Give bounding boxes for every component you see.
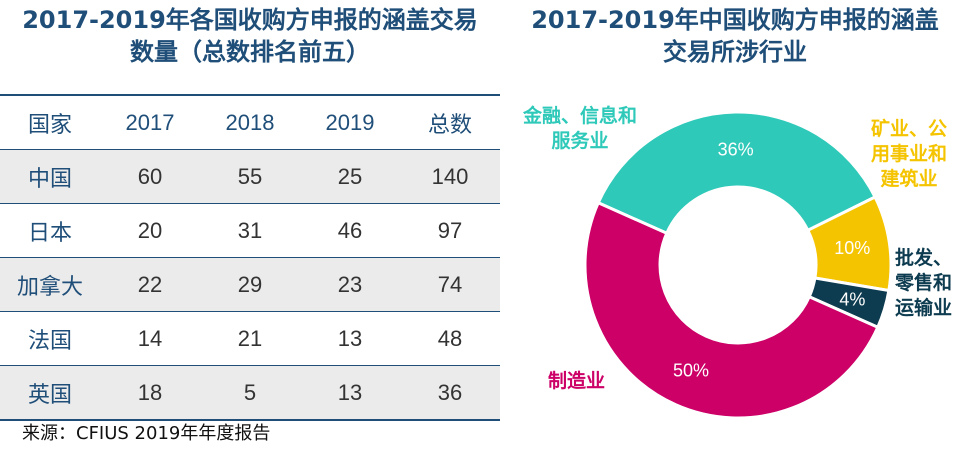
- donut-title-line-1: 2017-2019年中国收购方申报的涵盖: [531, 6, 939, 34]
- donut-title: 2017-2019年中国收购方申报的涵盖 交易所涉行业: [510, 4, 960, 68]
- slice-category-label: 金融、信息和 服务业: [514, 104, 646, 154]
- cell-2017: 14: [137, 325, 163, 351]
- cell-total: 74: [437, 271, 463, 297]
- cell-total: 140: [431, 163, 469, 189]
- slice-category-label-line: 零售和: [895, 272, 953, 294]
- header-2017: 2017: [100, 94, 200, 150]
- cell-2019: 46: [337, 217, 363, 243]
- header-2018: 2018: [200, 94, 300, 150]
- header-total: 总数: [400, 94, 500, 150]
- table-row: 加拿大 22 29 23 74: [0, 257, 500, 312]
- table-row: 日本 20 31 46 97: [0, 203, 500, 258]
- cell-2017: 22: [137, 271, 163, 297]
- donut-title-line-2: 交易所涉行业: [663, 38, 807, 66]
- cell-country: 加拿大: [16, 273, 83, 299]
- cell-total: 48: [437, 325, 463, 351]
- slice-value-label: 50%: [673, 361, 709, 381]
- cell-2018: 21: [237, 325, 263, 351]
- slice-category-label: 矿业、公用事业和建筑业: [859, 117, 959, 192]
- slice-category-label-line: 矿业、公: [870, 118, 947, 140]
- cell-2017: 20: [137, 217, 163, 243]
- slice-category-label-line: 批发、: [895, 247, 953, 269]
- header-country: 国家: [0, 94, 100, 150]
- cell-total: 36: [437, 379, 463, 405]
- slice-category-label: 批发、 零售和 运输业: [895, 246, 959, 321]
- table-title-line-1: 2017-2019年各国收购方申报的涵盖交易: [22, 6, 478, 34]
- slice-category-label-line: 运输业: [895, 297, 953, 319]
- cell-2019: 23: [337, 271, 363, 297]
- cell-total: 97: [437, 217, 463, 243]
- cell-2018: 55: [237, 163, 263, 189]
- cell-2017: 18: [137, 379, 163, 405]
- cell-2018: 31: [237, 217, 263, 243]
- cell-country: 法国: [27, 327, 72, 353]
- slice-value-label: 10%: [834, 238, 870, 258]
- table-row: 英国 18 5 13 36: [0, 365, 500, 420]
- cell-country: 中国: [27, 165, 72, 191]
- cell-country: 英国: [27, 381, 72, 407]
- cell-2019: 25: [337, 163, 363, 189]
- slice-category-label-line: 用事业和: [870, 143, 947, 165]
- table-row: 中国 60 55 25 140: [0, 149, 500, 204]
- slice-category-label-line: 建筑业: [880, 168, 938, 190]
- cell-country: 日本: [27, 219, 72, 245]
- donut-slice: [583, 200, 880, 420]
- slice-category-label-line: 服务业: [551, 130, 609, 152]
- source-note: 来源：CFIUS 2019年年度报告: [22, 423, 271, 444]
- slice-category-label-line: 金融、信息和: [522, 105, 637, 127]
- cell-2019: 13: [337, 325, 363, 351]
- cell-2018: 5: [243, 379, 257, 405]
- donut-slice: [596, 110, 878, 236]
- slice-value-label: 4%: [839, 290, 865, 310]
- table-title: 2017-2019年各国收购方申报的涵盖交易 数量（总数排名前五）: [0, 4, 500, 68]
- slice-value-label: 36%: [718, 140, 754, 160]
- cell-2019: 13: [337, 379, 363, 405]
- table-row: 法国 14 21 13 48: [0, 311, 500, 366]
- acquisitions-table: 国家 2017 2018 2019 总数 中国 60 55 25 140 日本 …: [0, 94, 500, 421]
- cell-2018: 29: [237, 271, 263, 297]
- table-title-line-2: 数量（总数排名前五）: [130, 38, 370, 66]
- table-header-row: 国家 2017 2018 2019 总数: [0, 94, 500, 150]
- slice-category-label-line: 制造业: [548, 370, 606, 392]
- header-2019: 2019: [300, 94, 400, 150]
- cell-2017: 60: [137, 163, 163, 189]
- slice-category-label: 制造业: [548, 369, 638, 394]
